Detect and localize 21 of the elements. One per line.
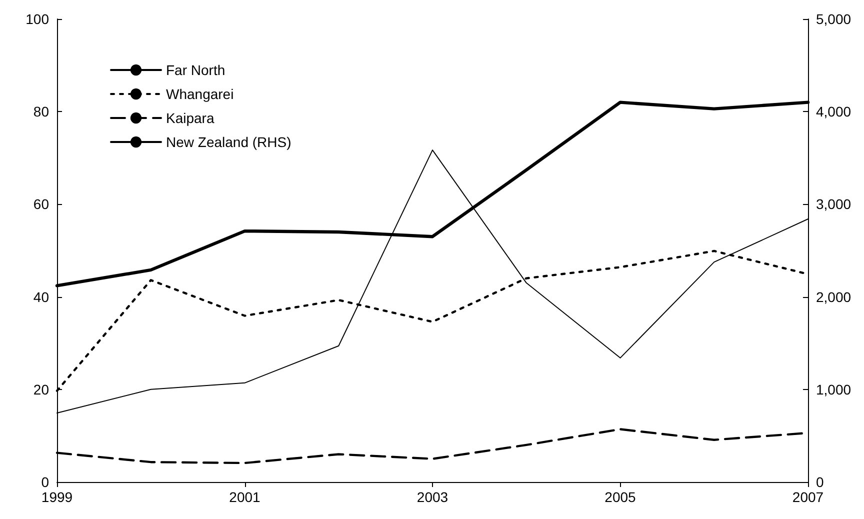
x-tick-label: 2005 bbox=[604, 489, 636, 505]
y-tick-label: 60 bbox=[33, 196, 50, 212]
y-tick-label: 80 bbox=[33, 104, 50, 120]
y-tick-label: 20 bbox=[33, 381, 50, 398]
y2-tick-label: 4,000 bbox=[816, 104, 852, 120]
y-tick-label: 100 bbox=[26, 11, 50, 27]
legend-label: Whangarei bbox=[166, 86, 234, 102]
y2-tick-label: 2,000 bbox=[816, 288, 852, 305]
x-tick-label: 1999 bbox=[41, 489, 73, 505]
y2-tick-label: 5,000 bbox=[816, 11, 852, 27]
legend-label: Kaipara bbox=[166, 110, 214, 126]
y2-tick-label: 0 bbox=[816, 474, 824, 490]
x-tick-label: 2003 bbox=[416, 489, 448, 505]
y-tick-label: 40 bbox=[33, 288, 50, 305]
y2-tick-label: 1,000 bbox=[816, 381, 852, 398]
x-tick-label: 2007 bbox=[792, 489, 824, 505]
legend-label: New Zealand (RHS) bbox=[166, 134, 292, 150]
legend-label: Far North bbox=[166, 62, 226, 78]
y2-tick-label: 3,000 bbox=[816, 196, 852, 212]
x-tick-label: 2001 bbox=[229, 489, 261, 505]
y-tick-label: 0 bbox=[41, 474, 50, 490]
